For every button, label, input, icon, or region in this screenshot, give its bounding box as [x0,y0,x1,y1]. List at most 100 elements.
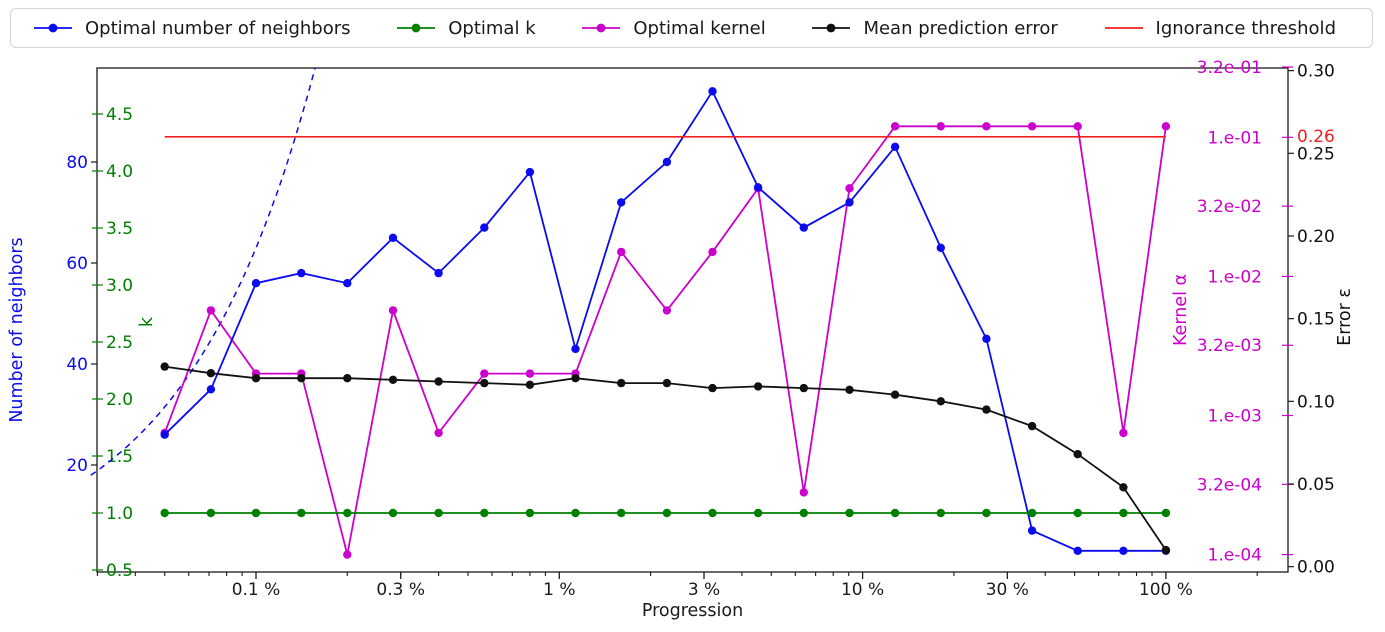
data-point[interactable] [845,508,854,518]
data-point[interactable] [343,279,352,288]
data-point[interactable] [1027,526,1037,535]
k-tick-label: 0.5 [106,561,133,581]
data-point[interactable] [845,385,854,394]
data-point[interactable] [434,377,443,386]
data-point[interactable] [1119,428,1128,438]
data-point[interactable] [525,508,535,518]
data-point[interactable] [662,306,672,315]
data-point[interactable] [1027,421,1037,431]
data-point[interactable] [525,167,535,177]
data-point[interactable] [799,488,808,497]
data-point[interactable] [982,508,991,518]
data-point[interactable] [753,183,763,192]
series-mean-prediction-error [160,362,1171,555]
data-point[interactable] [708,87,717,96]
data-point[interactable] [388,375,398,384]
series-optimal-k [160,508,1171,518]
data-point[interactable] [1027,508,1037,518]
data-point[interactable] [845,184,854,193]
data-point[interactable] [571,374,580,383]
data-point[interactable] [480,378,489,388]
data-point[interactable] [434,508,443,518]
data-point[interactable] [343,374,352,383]
data-point[interactable] [1119,483,1128,492]
data-point[interactable] [343,508,352,518]
data-point[interactable] [708,508,717,518]
data-point[interactable] [662,157,672,167]
data-point[interactable] [936,122,945,131]
data-point[interactable] [206,369,216,378]
data-point[interactable] [160,430,169,439]
data-point[interactable] [799,508,808,518]
data-point[interactable] [753,382,763,391]
data-point[interactable] [1073,508,1082,518]
data-point[interactable] [890,390,900,399]
data-point[interactable] [434,268,443,278]
data-point[interactable] [708,247,717,257]
data-point[interactable] [571,508,580,518]
legend-item-4[interactable]: Ignorance threshold [1104,18,1336,39]
data-point[interactable] [1161,122,1171,131]
data-point[interactable] [1119,546,1128,555]
data-point[interactable] [617,378,626,388]
data-point[interactable] [708,383,717,393]
data-point[interactable] [845,198,854,207]
data-point[interactable] [206,385,216,394]
data-point[interactable] [297,374,306,383]
data-point[interactable] [160,362,169,371]
x-tick-label: 100 % [1139,580,1193,600]
data-point[interactable] [890,142,900,151]
data-point[interactable] [1161,508,1171,518]
data-point[interactable] [388,508,398,518]
data-point[interactable] [1073,450,1082,459]
data-point[interactable] [890,508,900,518]
data-point[interactable] [251,279,261,288]
data-point[interactable] [617,508,626,518]
data-point[interactable] [297,508,306,518]
data-point[interactable] [343,550,352,559]
data-point[interactable] [890,122,900,131]
legend-item-1[interactable]: Optimal k [396,18,536,39]
data-point[interactable] [1027,122,1037,131]
error-tick-label: 0.30 [1297,62,1335,82]
data-point[interactable] [388,306,398,315]
data-point[interactable] [982,405,991,414]
data-point[interactable] [799,383,808,393]
data-point[interactable] [525,369,535,378]
data-point[interactable] [206,306,216,315]
data-point[interactable] [160,508,169,518]
data-point[interactable] [480,508,489,518]
data-point[interactable] [1073,546,1082,555]
data-point[interactable] [617,247,626,257]
data-point[interactable] [617,198,626,207]
data-point[interactable] [662,508,672,518]
data-point[interactable] [525,380,535,389]
data-point[interactable] [480,369,489,378]
data-point[interactable] [753,508,763,518]
data-point[interactable] [982,122,991,131]
k-tick-label: 2.0 [106,390,133,410]
data-point[interactable] [251,374,261,383]
data-point[interactable] [297,268,306,278]
legend-item-3[interactable]: Mean prediction error [811,18,1058,39]
data-point[interactable] [936,397,945,406]
data-point[interactable] [936,243,945,252]
data-point[interactable] [388,233,398,242]
data-point[interactable] [1161,545,1171,555]
data-point[interactable] [662,378,672,388]
k-tick-label: 3.0 [106,276,133,296]
data-point[interactable] [571,344,580,354]
data-point[interactable] [206,508,216,518]
data-point[interactable] [936,508,945,518]
legend-item-0[interactable]: Optimal number of neighbors [33,18,351,39]
data-point[interactable] [434,428,443,438]
data-point[interactable] [1119,508,1128,518]
data-point[interactable] [982,334,991,343]
x-tick-label: 30 % [986,580,1029,600]
data-point[interactable] [480,223,489,232]
legend-item-2[interactable]: Optimal kernel [581,18,766,39]
data-point[interactable] [251,508,261,518]
neighbors-axis: 20 40 60 80 Number of neighbors [7,153,97,476]
data-point[interactable] [1073,122,1082,131]
data-point[interactable] [799,223,808,232]
